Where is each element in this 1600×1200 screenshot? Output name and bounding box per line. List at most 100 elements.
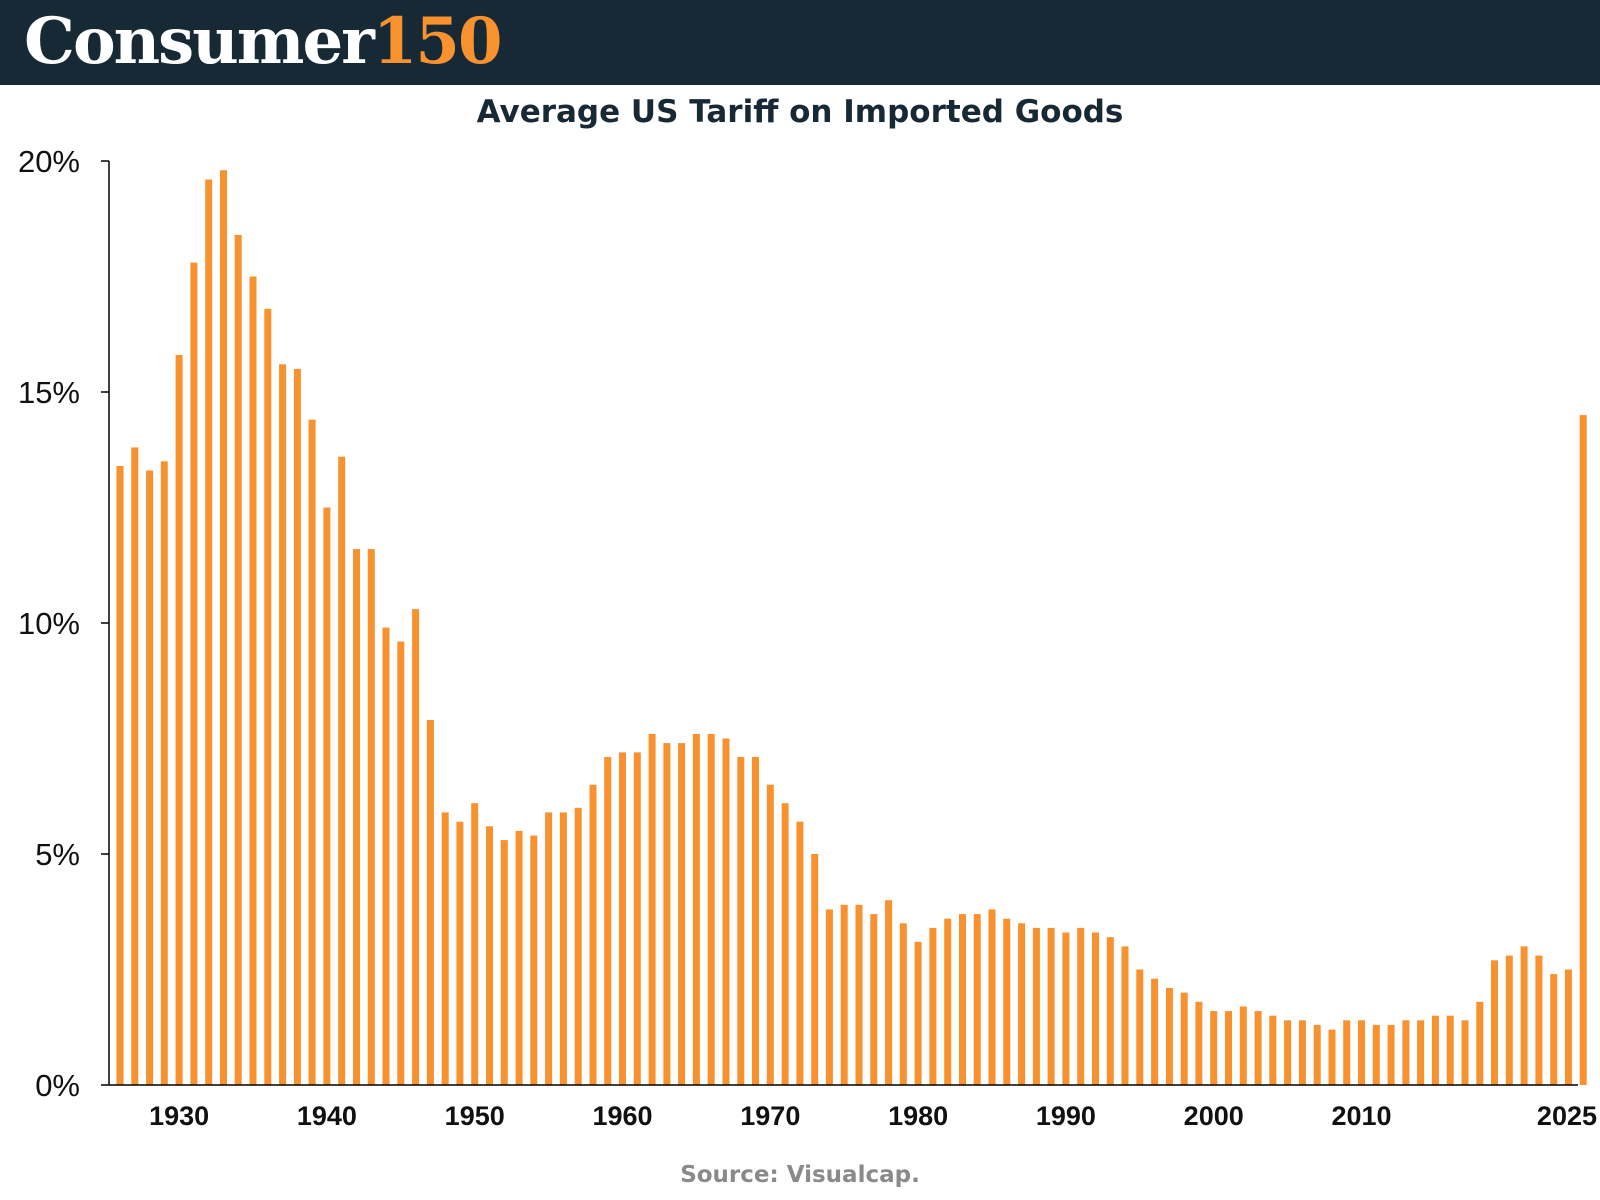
bar-1982 bbox=[944, 918, 952, 1085]
x-tick-label: 2010 bbox=[1331, 1101, 1391, 1131]
bar-1940 bbox=[323, 507, 331, 1085]
bar-1998 bbox=[1180, 992, 1188, 1085]
bar-1994 bbox=[1121, 946, 1129, 1085]
bar-2006 bbox=[1298, 1020, 1306, 1085]
bar-1984 bbox=[973, 914, 981, 1085]
bar-1961 bbox=[633, 752, 641, 1085]
bar-2021 bbox=[1520, 946, 1528, 1085]
bar-1975 bbox=[840, 904, 848, 1085]
bar-1992 bbox=[1092, 932, 1099, 1085]
bar-2001 bbox=[1225, 1011, 1232, 1085]
bar-1974 bbox=[825, 909, 833, 1085]
x-tick-label: 1980 bbox=[888, 1101, 948, 1131]
bar-1978 bbox=[885, 900, 893, 1085]
chart-title: Average US Tariff on Imported Goods bbox=[476, 94, 1124, 130]
bar-1937 bbox=[279, 364, 287, 1085]
bar-1947 bbox=[426, 720, 434, 1085]
bar-1954 bbox=[530, 835, 538, 1085]
bar-1993 bbox=[1106, 937, 1114, 1085]
x-tick-label: 2025 bbox=[1537, 1101, 1597, 1131]
x-tick-label: 1970 bbox=[740, 1101, 800, 1131]
bar-1950 bbox=[471, 803, 479, 1085]
x-tick-label: 1950 bbox=[445, 1101, 505, 1131]
bar-1989 bbox=[1047, 927, 1055, 1085]
bar-1977 bbox=[870, 914, 878, 1085]
bar-1963 bbox=[663, 743, 671, 1085]
bar-2011 bbox=[1372, 1024, 1380, 1085]
bar-1934 bbox=[234, 234, 242, 1085]
bar-1956 bbox=[559, 812, 567, 1085]
bar-1951 bbox=[486, 826, 493, 1085]
bar-1981 bbox=[929, 927, 937, 1085]
bar-2013 bbox=[1402, 1020, 1410, 1085]
bar-1944 bbox=[382, 627, 390, 1085]
bar-1962 bbox=[648, 733, 656, 1085]
bar-1964 bbox=[678, 743, 686, 1085]
bar-1948 bbox=[441, 812, 449, 1085]
bar-2000 bbox=[1210, 1011, 1218, 1085]
y-tick-label: 15% bbox=[18, 375, 80, 410]
bar-2009 bbox=[1343, 1020, 1351, 1085]
bar-1942 bbox=[353, 549, 360, 1085]
bar-1967 bbox=[722, 738, 730, 1085]
y-tick-label: 0% bbox=[35, 1068, 80, 1103]
x-tick-label: 1940 bbox=[297, 1101, 357, 1131]
bar-1957 bbox=[574, 807, 582, 1085]
brand-name: Consumer bbox=[24, 4, 375, 79]
bar-2016 bbox=[1446, 1015, 1454, 1085]
bar-2012 bbox=[1387, 1024, 1395, 1085]
bar-2024 bbox=[1564, 969, 1572, 1085]
bar-1987 bbox=[1018, 923, 1026, 1085]
bar-1938 bbox=[293, 368, 301, 1085]
bar-1930 bbox=[175, 355, 183, 1085]
header-bar: Consumer150 bbox=[0, 0, 1600, 85]
bar-1958 bbox=[589, 784, 597, 1085]
bar-1946 bbox=[412, 609, 420, 1085]
bar-2017 bbox=[1461, 1020, 1469, 1085]
bar-2010 bbox=[1358, 1020, 1365, 1085]
bar-1988 bbox=[1032, 927, 1040, 1085]
bar-1935 bbox=[249, 276, 257, 1085]
bar-1939 bbox=[308, 419, 316, 1085]
bar-1966 bbox=[707, 733, 715, 1085]
bar-1960 bbox=[619, 752, 626, 1085]
bar-2007 bbox=[1313, 1024, 1321, 1085]
bar-1969 bbox=[752, 757, 759, 1085]
bar-1933 bbox=[220, 170, 227, 1085]
x-tick-label: 1930 bbox=[149, 1101, 209, 1131]
bar-1991 bbox=[1077, 927, 1085, 1085]
bar-1990 bbox=[1062, 932, 1070, 1085]
x-tick-label: 1990 bbox=[1036, 1101, 1096, 1131]
bar-1995 bbox=[1136, 969, 1144, 1085]
bar-1926 bbox=[116, 465, 124, 1085]
bar-1968 bbox=[737, 757, 745, 1085]
bar-1999 bbox=[1195, 1001, 1203, 1085]
bar-1979 bbox=[899, 923, 907, 1085]
bar-2022 bbox=[1535, 955, 1543, 1085]
bar-1952 bbox=[500, 840, 508, 1085]
bar-1932 bbox=[205, 179, 213, 1085]
y-tick-label: 5% bbox=[35, 837, 80, 872]
bar-2018 bbox=[1476, 1001, 1484, 1085]
bar-1965 bbox=[692, 733, 700, 1085]
bar-1971 bbox=[781, 803, 789, 1085]
bar-1949 bbox=[456, 821, 464, 1085]
bar-1997 bbox=[1165, 988, 1173, 1085]
bar-1931 bbox=[190, 262, 198, 1086]
bar-2003 bbox=[1254, 1011, 1262, 1085]
y-tick-label: 20% bbox=[18, 144, 80, 179]
x-tick-label: 2000 bbox=[1184, 1101, 1244, 1131]
bar-2004 bbox=[1269, 1015, 1277, 1085]
bar-2020 bbox=[1505, 955, 1513, 1085]
source-note: Source: Visualcap. bbox=[680, 1162, 920, 1188]
bar-2025 bbox=[1579, 415, 1587, 1086]
x-tick-label: 1960 bbox=[592, 1101, 652, 1131]
bar-1976 bbox=[855, 904, 863, 1085]
bar-2005 bbox=[1284, 1020, 1292, 1085]
bar-1928 bbox=[146, 470, 154, 1085]
bar-1936 bbox=[264, 308, 272, 1085]
bar-1927 bbox=[131, 447, 139, 1085]
bar-1986 bbox=[1003, 918, 1011, 1085]
bar-1973 bbox=[811, 854, 819, 1085]
bar-1983 bbox=[959, 914, 966, 1085]
